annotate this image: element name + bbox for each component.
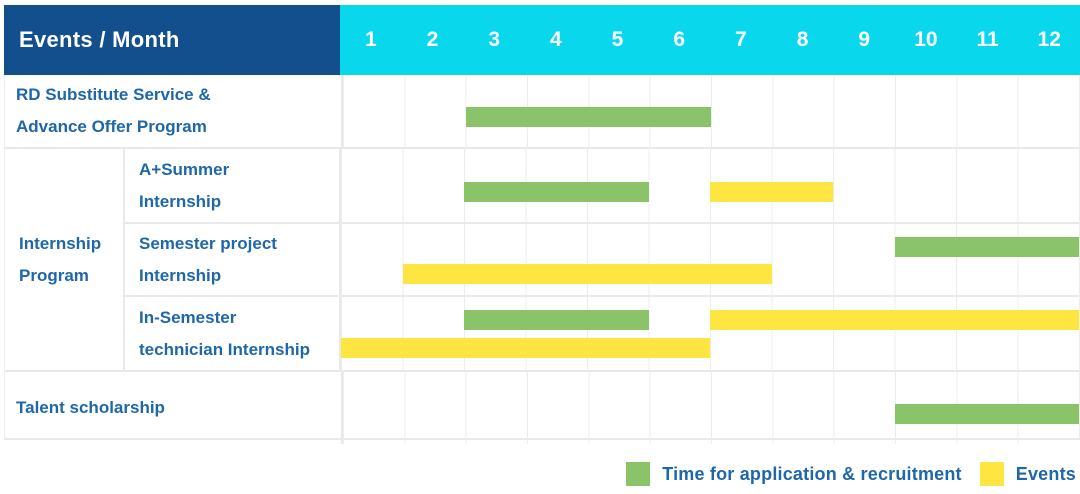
chart-cell (339, 297, 1079, 370)
row-label: Semester project Internship (125, 224, 339, 295)
label-line: Internship (19, 233, 102, 253)
gantt-bar-events (402, 263, 772, 284)
table-header: Events / Month 1 2 3 4 5 6 7 8 9 10 11 12 (4, 5, 1080, 75)
legend-swatch-application (626, 462, 651, 486)
gantt-bar-application (465, 107, 711, 128)
gantt-bar-events (710, 310, 1079, 331)
month-label: 5 (611, 28, 624, 51)
gantt-bar-events (341, 337, 710, 358)
chart-cell (341, 75, 1079, 147)
gantt-bar-application (894, 236, 1079, 257)
label-line: Semester project (139, 233, 277, 253)
gantt-bar-application (464, 310, 649, 331)
month-label: 8 (796, 28, 809, 51)
row-label: In-Semester technician Internship (125, 297, 339, 370)
month-label: 9 (858, 28, 871, 51)
label-line: RD Substitute Service & (16, 85, 211, 104)
legend: Time for application & recruitment Events (626, 462, 1076, 486)
chart-cell (341, 372, 1079, 444)
semester-project-internship-row: Semester project Internship (125, 222, 1079, 295)
in-semester-technician-internship-row: In-Semester technician Internship (125, 295, 1079, 370)
month-label: 6 (673, 28, 686, 51)
month-label: 7 (735, 28, 747, 51)
label-line: A+Summer (139, 159, 230, 179)
gantt-bar-application (895, 404, 1079, 425)
month-label: 4 (550, 28, 562, 51)
talent-scholarship-row: Talent scholarship (5, 372, 1079, 444)
legend-label: Time for application & recruitment (662, 463, 962, 484)
label-line: Program (19, 265, 89, 285)
month-label: 12 (1037, 28, 1061, 51)
a-plus-summer-internship-row: A+Summer Internship (125, 149, 1079, 222)
rd-substitute-service-row: RD Substitute Service & Advance Offer Pro… (5, 75, 1079, 147)
gantt-table: Events / Month 1 2 3 4 5 6 7 8 9 10 11 12 RD Substi… (4, 5, 1080, 444)
month-label: 1 (364, 28, 377, 51)
chart-cell (339, 149, 1079, 222)
label-line: Talent scholarship (16, 398, 165, 417)
row-label: A+Summer Internship (125, 149, 339, 222)
group-label: Internship Program (5, 149, 125, 370)
month-label: 10 (914, 28, 938, 51)
legend-swatch-events (979, 462, 1004, 486)
row-label: Talent scholarship (5, 372, 341, 444)
row-label: RD Substitute Service & Advance Offer Pro… (5, 75, 341, 147)
gantt-bar-application (464, 181, 649, 202)
month-header-row: 1 2 3 4 5 6 7 8 9 10 11 12 (340, 5, 1080, 75)
label-line: Internship (139, 191, 222, 211)
label-line: In-Semester (139, 307, 237, 327)
section-rd-substitute-service: RD Substitute Service & Advance Offer Pro… (5, 75, 1079, 147)
group-rows: A+Summer Internship Semester project Intern… (125, 149, 1079, 370)
month-label: 3 (488, 28, 501, 51)
month-label: 11 (976, 28, 999, 51)
events-month-header: Events / Month (4, 5, 340, 75)
label-line: Internship (139, 265, 222, 285)
legend-item-application: Time for application & recruitment (626, 462, 962, 486)
legend-item-events: Events (979, 462, 1076, 486)
gantt-bar-events (710, 181, 833, 202)
month-label: 2 (426, 28, 439, 51)
section-internship-program: Internship Program A+Summer Internship Semes… (5, 147, 1079, 370)
chart-cell (339, 224, 1079, 295)
label-line: technician Internship (139, 339, 310, 359)
gantt-body: RD Substitute Service & Advance Offer Pro… (4, 75, 1080, 444)
legend-label: Events (1015, 463, 1076, 484)
label-line: Advance Offer Program (16, 117, 207, 136)
section-talent-scholarship: Talent scholarship (5, 370, 1079, 444)
